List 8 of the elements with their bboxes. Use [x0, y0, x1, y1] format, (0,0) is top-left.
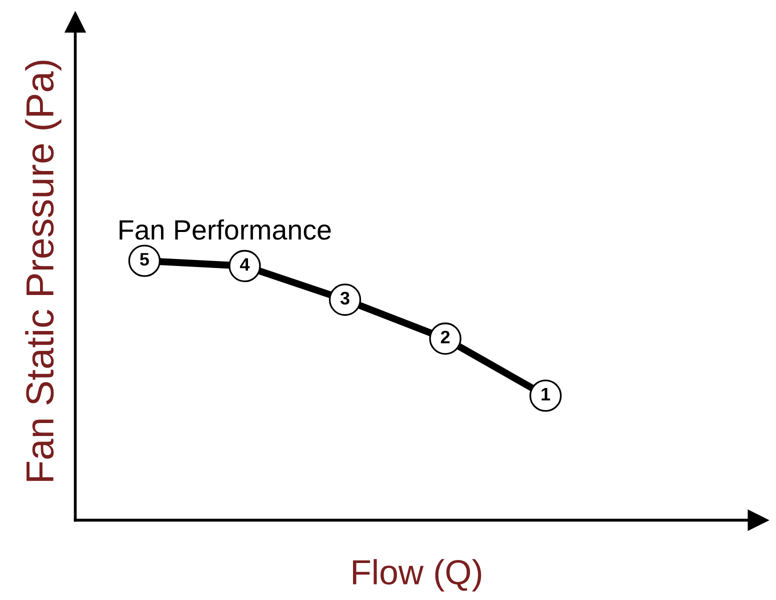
- series-label: Fan Performance: [120, 219, 331, 240]
- annotation: 3: [340, 292, 350, 305]
- annotation: 5: [140, 253, 149, 266]
- annotation: 4: [240, 258, 250, 271]
- annotation: 2: [440, 330, 450, 344]
- x-axis-title: Flow (Q): [353, 559, 482, 592]
- annotation: 1: [542, 388, 550, 400]
- y-axis-title: Fan Static Pressure (Pa): [25, 60, 62, 481]
